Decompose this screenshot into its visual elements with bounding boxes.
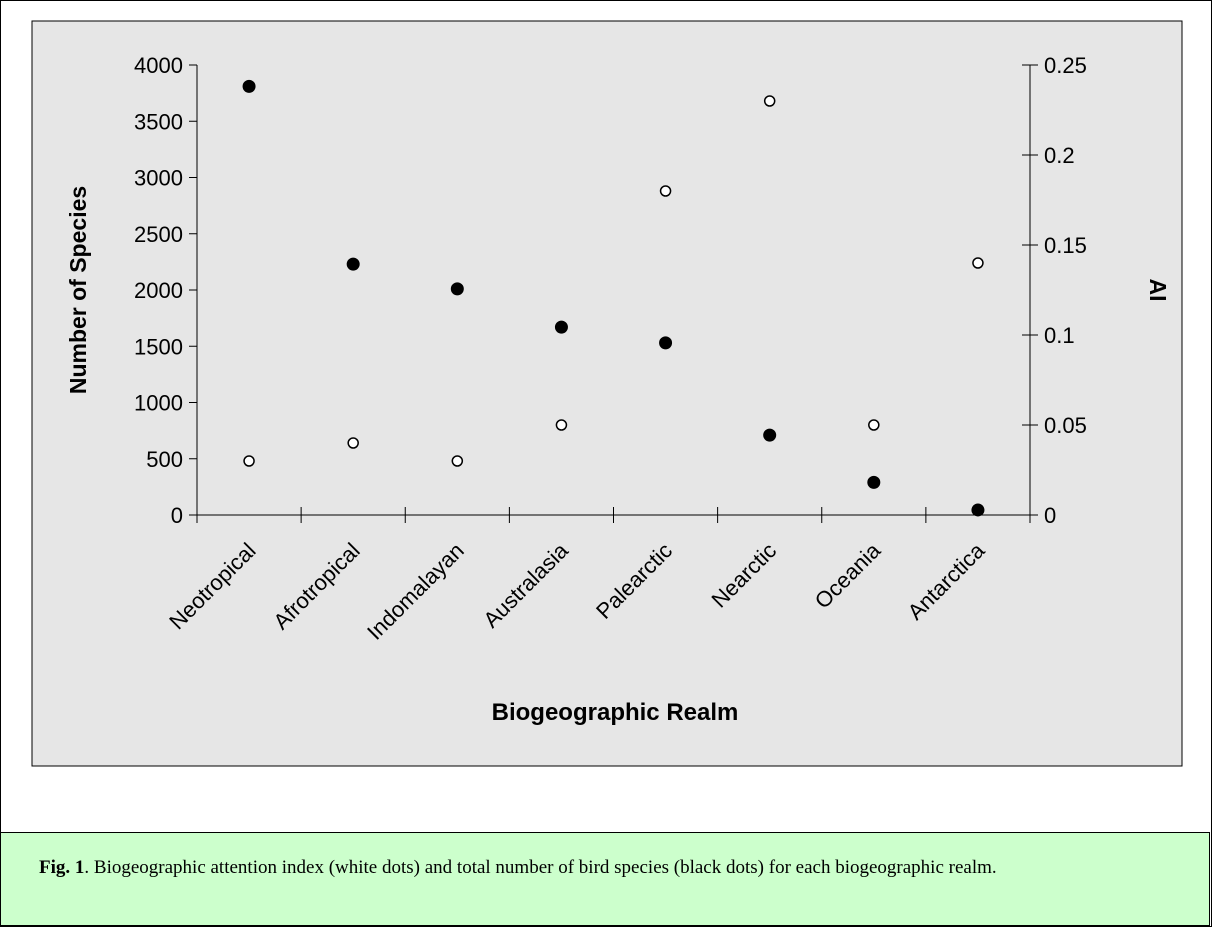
figure-caption: Fig. 1. Biogeographic attention index (w… [39, 855, 1179, 881]
left-y-tick-label: 0 [171, 503, 183, 528]
left-y-tick-label: 4000 [134, 53, 183, 78]
attention-index-point [659, 185, 672, 197]
species-count-point [971, 503, 985, 517]
x-axis-title: Biogeographic Realm [492, 699, 739, 726]
caption-label: Fig. 1 [39, 857, 85, 878]
left-y-tick-label: 3500 [134, 109, 183, 134]
right-axis-title: AI [1145, 279, 1171, 302]
species-count-point [659, 336, 673, 350]
right-y-tick-label: 0 [1044, 503, 1056, 528]
attention-index-point [555, 419, 568, 431]
chart-background [31, 20, 1183, 767]
scatter-chart: 0 500 1000 1500 2000 2500 3000 3500 4000 0 0.05 0.1… [31, 20, 1183, 767]
left-y-tick-label: 2500 [134, 222, 183, 247]
species-count-point [763, 428, 777, 442]
y-axis-title: Number of Species [65, 186, 91, 394]
attention-index-point [763, 95, 776, 107]
attention-index-point [972, 257, 984, 269]
caption-body: . Biogeographic attention index (white d… [84, 857, 997, 878]
left-y-tick-label: 1500 [134, 334, 183, 359]
left-y-tick-label: 500 [146, 447, 183, 472]
chart-area: 0 500 1000 1500 2000 2500 3000 3500 4000 0 0.05 0.1… [31, 20, 1183, 767]
species-count-point [867, 475, 881, 489]
species-count-point [242, 79, 256, 93]
species-count-point [450, 282, 464, 296]
attention-index-point [347, 437, 359, 449]
left-y-tick-label: 2000 [134, 278, 183, 303]
right-y-tick-label: 0.15 [1044, 233, 1087, 258]
figure-caption-box: Fig. 1. Biogeographic attention index (w… [0, 832, 1210, 926]
attention-index-point [868, 419, 880, 431]
right-y-tick-label: 0.1 [1044, 323, 1075, 348]
attention-index-point [451, 455, 464, 467]
species-count-point [346, 257, 360, 271]
right-y-tick-label: 0.25 [1044, 53, 1087, 78]
attention-index-point [243, 455, 255, 467]
right-y-tick-label: 0.2 [1044, 143, 1075, 168]
left-y-tick-label: 1000 [134, 391, 183, 416]
species-count-point [554, 320, 568, 334]
right-y-tick-label: 0.05 [1044, 413, 1087, 438]
left-y-tick-label: 3000 [134, 166, 183, 191]
